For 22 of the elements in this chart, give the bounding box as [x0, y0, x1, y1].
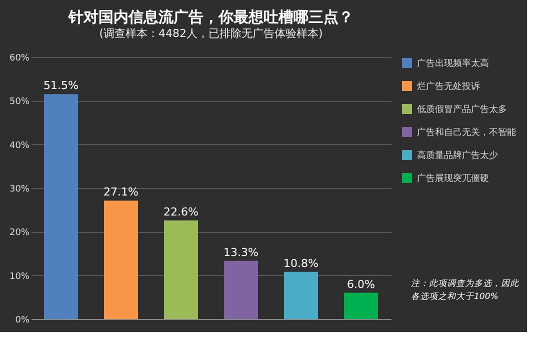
chart-title: 针对国内信息流广告，你最想吐槽哪三点？	[68, 8, 354, 26]
y-tick-label: 20%	[9, 228, 30, 238]
chart-subtitle: (调查样本：4482人，已排除无广告体验样本)	[99, 27, 323, 40]
y-tick-label: 0%	[15, 316, 30, 326]
legend-label: 低质假冒产品广告太多	[417, 104, 507, 115]
legend-label: 烂广告无处投诉	[417, 81, 480, 92]
legend-label: 广告出现频率太高	[417, 58, 489, 69]
data-label: 51.5%	[44, 79, 78, 92]
data-label: 6.0%	[347, 278, 375, 291]
data-label: 27.1%	[104, 186, 138, 199]
text: 注：此项调查为多选，因此各选项之和大于100%	[411, 278, 520, 302]
data-label: 22.6%	[164, 205, 198, 218]
y-tick-label: 50%	[9, 97, 30, 108]
y-tick-label: 30%	[9, 184, 30, 194]
y-tick-label: 60%	[9, 54, 30, 64]
y-tick-label: 40%	[9, 140, 30, 151]
legend-label: 高质量品牌广告太少	[417, 150, 498, 161]
y-tick-label: 10%	[9, 272, 30, 282]
data-label: 10.8%	[284, 256, 318, 270]
legend-label: 广告展现突兀僵硬	[417, 173, 489, 184]
legend-label: 广告和自己无关，不智能	[417, 127, 516, 138]
data-label: 13.3%	[224, 246, 258, 259]
